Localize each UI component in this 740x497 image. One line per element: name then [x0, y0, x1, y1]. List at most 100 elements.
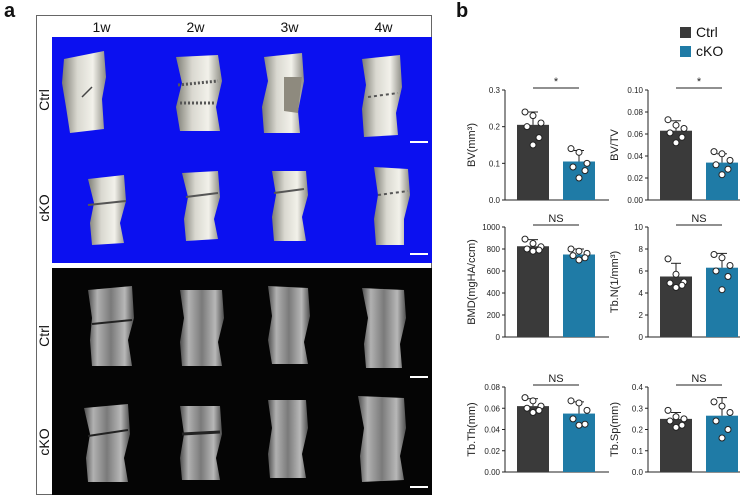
data-point-0-1-2 [583, 159, 591, 167]
data-point-5-0-4 [678, 421, 686, 429]
data-point-1-1-5 [718, 171, 726, 179]
data-point-2-0-4 [535, 246, 543, 254]
scale-bar-top-ctrl [410, 141, 428, 143]
y-tick-label-2-4: 800 [487, 245, 501, 254]
data-point-4-1-3 [569, 415, 577, 423]
data-point-4-0-3 [523, 404, 531, 412]
data-point-5-1-0 [710, 398, 718, 406]
y-tick-label-3-5: 10 [634, 223, 643, 232]
y-axis-label-2: BMD(mgHA/ccm) [466, 239, 478, 325]
y-tick-label-2-0: 0 [496, 333, 501, 342]
y-tick-label-5-0: 0.0 [632, 468, 644, 477]
xray-ctrl-2w [180, 290, 224, 366]
data-point-5-1-3 [712, 417, 720, 425]
xray-cko-3w [268, 400, 308, 478]
bone-radiographs [84, 286, 428, 488]
y-tick-label-1-4: 0.08 [627, 108, 643, 117]
bone-ctrl-3w [262, 53, 304, 133]
legend-label-cko: cKO [696, 43, 724, 59]
data-point-4-1-0 [567, 397, 575, 405]
data-point-1-1-2 [726, 156, 734, 164]
y-tick-label-1-1: 0.02 [627, 174, 643, 183]
data-point-1-0-4 [678, 133, 686, 141]
data-point-0-0-5 [529, 141, 537, 149]
y-tick-label-1-3: 0.06 [627, 130, 643, 139]
data-point-4-0-5 [529, 409, 537, 416]
bone-cko-4w [374, 167, 410, 245]
data-point-2-0-0 [521, 235, 529, 243]
scale-bar-bottom-ctrl [410, 376, 428, 378]
data-point-1-0-2 [680, 125, 688, 132]
y-tick-label-0-3: 0.3 [489, 86, 501, 95]
y-tick-label-3-2: 4 [639, 289, 644, 298]
y-tick-label-2-1: 200 [487, 311, 501, 320]
data-point-0-1-5 [575, 174, 583, 182]
data-point-1-1-0 [710, 148, 718, 156]
y-tick-label-5-4: 0.4 [632, 383, 644, 392]
y-tick-label-0-1: 0.1 [489, 159, 501, 168]
data-point-2-0-1 [529, 240, 537, 247]
data-point-2-0-3 [523, 245, 531, 253]
bone-cko-2w [182, 171, 220, 241]
microct-3d-panel [52, 37, 432, 263]
y-tick-label-4-0: 0.00 [484, 468, 500, 477]
y-tick-label-2-2: 400 [487, 289, 501, 298]
data-point-5-0-1 [672, 413, 680, 421]
column-header-2w: 2w [186, 19, 205, 35]
bar-1-cKO [706, 162, 738, 200]
data-point-3-1-4 [724, 273, 732, 280]
data-point-1-0-1 [672, 121, 680, 129]
significance-label-3: NS [691, 213, 706, 225]
y-tick-label-2-3: 600 [487, 267, 501, 276]
data-point-3-0-1 [672, 270, 680, 278]
data-point-2-1-0 [567, 245, 575, 253]
xray-cko-1w [84, 404, 130, 482]
data-point-2-1-3 [569, 252, 577, 260]
data-point-5-0-2 [680, 415, 688, 423]
y-tick-label-5-2: 0.2 [632, 426, 644, 435]
xray-cko-2w [180, 406, 222, 480]
bar-2-Ctrl [517, 246, 549, 337]
data-point-3-0-0 [664, 255, 672, 263]
data-point-3-1-0 [710, 251, 718, 258]
significance-label-4: NS [548, 373, 563, 385]
bar-0-Ctrl [517, 124, 549, 200]
y-tick-label-1-0: 0.00 [627, 196, 643, 205]
data-point-0-0-0 [521, 108, 529, 116]
panel-b-letter: b [456, 0, 469, 22]
data-point-5-0-5 [672, 423, 680, 431]
y-tick-label-3-4: 8 [639, 245, 644, 254]
data-point-3-0-4 [678, 281, 686, 289]
data-point-1-0-5 [672, 139, 680, 147]
panel-a-letter: a [4, 0, 16, 22]
data-point-3-1-1 [718, 254, 726, 262]
data-point-5-1-5 [718, 434, 726, 442]
y-tick-label-4-2: 0.04 [484, 426, 500, 435]
y-tick-label-4-1: 0.02 [484, 447, 500, 456]
data-point-0-1-4 [581, 167, 589, 175]
scale-bar-bottom-cko [410, 486, 428, 488]
bar-3-cKO [706, 267, 738, 337]
y-tick-label-3-3: 6 [639, 267, 644, 276]
data-point-1-1-3 [712, 161, 720, 169]
data-point-4-0-1 [529, 397, 537, 405]
data-point-0-0-2 [537, 119, 545, 127]
data-point-5-1-4 [724, 426, 732, 433]
data-point-4-0-0 [521, 394, 529, 402]
y-tick-label-1-5: 0.10 [627, 86, 643, 95]
data-point-2-1-1 [575, 247, 583, 255]
y-tick-label-1-2: 0.04 [627, 152, 643, 161]
data-point-4-1-2 [583, 406, 591, 414]
y-tick-label-0-2: 0.2 [489, 123, 501, 132]
y-axis-label-5: Tb.Sp(mm) [609, 402, 621, 457]
legend-label-ctrl: Ctrl [696, 24, 718, 40]
xray-ctrl-4w [362, 288, 406, 368]
data-point-4-0-4 [535, 406, 543, 414]
data-point-0-1-0 [567, 145, 575, 153]
column-header-3w: 3w [280, 19, 299, 35]
data-point-4-1-5 [575, 421, 583, 429]
y-tick-label-3-1: 2 [639, 311, 644, 320]
y-tick-label-0-0: 0.0 [489, 196, 501, 205]
column-header-1w: 1w [92, 19, 111, 35]
data-point-0-1-1 [575, 148, 583, 156]
